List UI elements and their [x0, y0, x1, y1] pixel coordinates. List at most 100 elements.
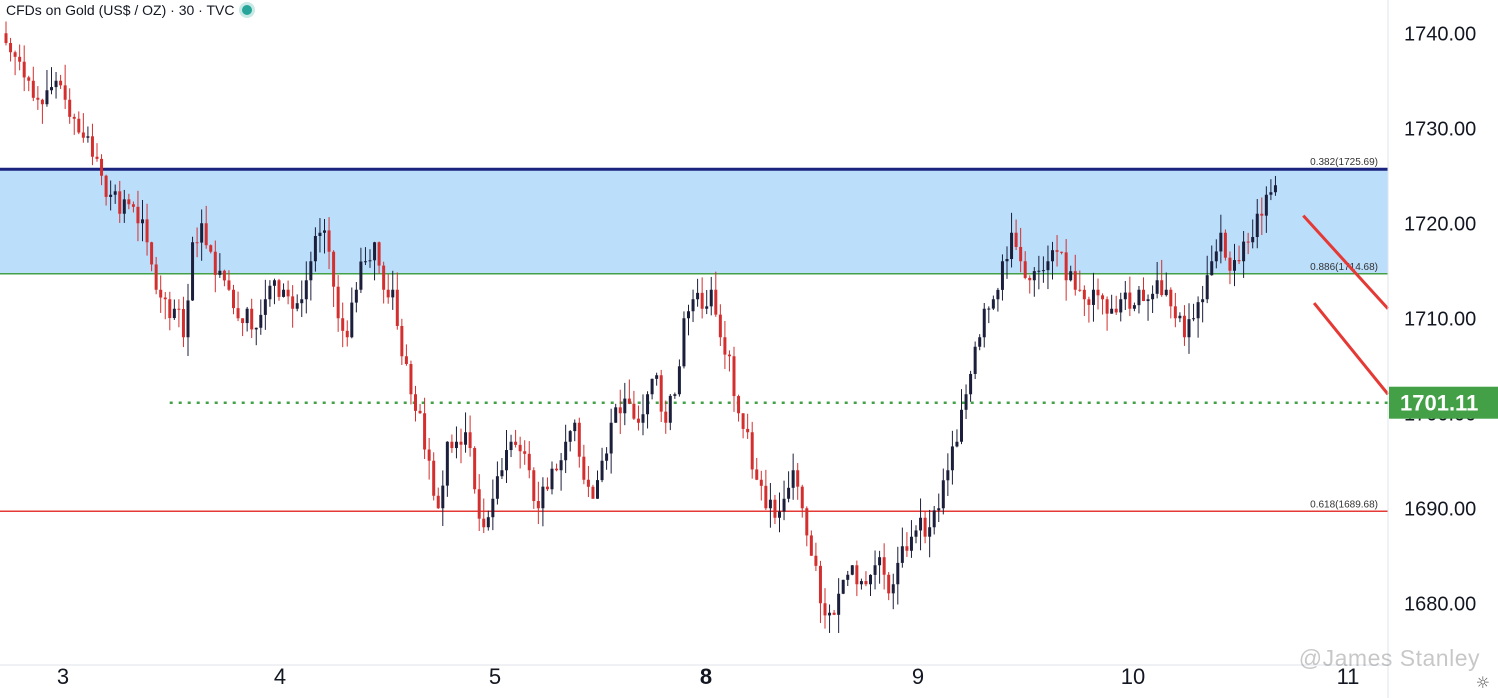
candle-body[interactable] [263, 299, 267, 315]
candle-body[interactable] [159, 289, 163, 298]
candle-body[interactable] [377, 242, 381, 266]
candle-body[interactable] [145, 219, 149, 243]
candle-body[interactable] [1069, 271, 1073, 281]
candle-body[interactable] [345, 330, 349, 338]
candle-body[interactable] [259, 314, 263, 328]
candle-body[interactable] [1210, 261, 1214, 276]
candle-body[interactable] [709, 289, 713, 307]
candle-body[interactable] [268, 285, 272, 300]
candle-body[interactable] [718, 314, 722, 338]
candle-body[interactable] [1060, 251, 1064, 253]
candle-body[interactable] [1114, 308, 1118, 313]
candle-body[interactable] [787, 487, 791, 499]
candle-body[interactable] [814, 555, 818, 566]
candle-body[interactable] [577, 422, 581, 457]
candle-body[interactable] [869, 574, 872, 585]
candle-body[interactable] [1237, 260, 1241, 262]
candle-body[interactable] [409, 364, 413, 395]
candle-body[interactable] [336, 286, 340, 319]
candle-body[interactable] [750, 432, 754, 470]
candle-body[interactable] [996, 289, 1000, 300]
candle-body[interactable] [932, 510, 936, 528]
candle-body[interactable] [491, 498, 495, 518]
candle-body[interactable] [1137, 289, 1141, 306]
candle-body[interactable] [218, 270, 222, 275]
candle-body[interactable] [1187, 319, 1191, 338]
candle-body[interactable] [1242, 241, 1246, 262]
candle-body[interactable] [464, 432, 468, 445]
candle-body[interactable] [1264, 194, 1268, 216]
candle-body[interactable] [1228, 257, 1232, 271]
candle-body[interactable] [1201, 299, 1205, 303]
candle-body[interactable] [77, 118, 81, 133]
candle-body[interactable] [40, 99, 44, 105]
candle-body[interactable] [809, 535, 813, 556]
candle-body[interactable] [181, 309, 185, 338]
candle-body[interactable] [100, 158, 104, 176]
candle-body[interactable] [919, 517, 923, 531]
candle-body[interactable] [1082, 289, 1086, 300]
candle-body[interactable] [323, 230, 326, 233]
candle-body[interactable] [95, 156, 99, 159]
candle-body[interactable] [1182, 315, 1186, 338]
candle-body[interactable] [22, 61, 26, 78]
candle-body[interactable] [4, 33, 8, 44]
candle-body[interactable] [1032, 271, 1036, 281]
candle-body[interactable] [969, 373, 973, 395]
candle-body[interactable] [313, 236, 317, 262]
candle-body[interactable] [782, 498, 786, 512]
candle-body[interactable] [841, 579, 845, 594]
candle-body[interactable] [104, 175, 108, 197]
candle-body[interactable] [627, 398, 631, 404]
candle-body[interactable] [131, 204, 135, 207]
candle-body[interactable] [9, 43, 13, 53]
candle-body[interactable] [1078, 289, 1082, 291]
candle-body[interactable] [564, 441, 568, 461]
candle-body[interactable] [423, 413, 427, 450]
candle-body[interactable] [327, 230, 331, 252]
candle-body[interactable] [432, 460, 436, 496]
candle-body[interactable] [982, 308, 986, 338]
candle-body[interactable] [204, 223, 208, 246]
candle-body[interactable] [873, 565, 877, 575]
candle-body[interactable] [445, 441, 449, 486]
candle-body[interactable] [1110, 308, 1114, 314]
candle-body[interactable] [609, 422, 613, 454]
candle-body[interactable] [277, 280, 281, 297]
candle-body[interactable] [354, 289, 358, 303]
candle-body[interactable] [418, 410, 422, 414]
candle-body[interactable] [545, 486, 549, 490]
candle-body[interactable] [896, 562, 900, 585]
candle-body[interactable] [636, 418, 640, 423]
candle-body[interactable] [1000, 261, 1004, 290]
candle-body[interactable] [764, 485, 768, 509]
candle-body[interactable] [1087, 299, 1091, 305]
candle-body[interactable] [1028, 277, 1032, 281]
candle-body[interactable] [1223, 232, 1227, 258]
candle-body[interactable] [1105, 299, 1109, 314]
candle-body[interactable] [473, 448, 477, 490]
candle-body[interactable] [1010, 232, 1014, 260]
candle-body[interactable] [1128, 292, 1132, 309]
candle-body[interactable] [441, 485, 445, 509]
candle-body[interactable] [737, 396, 741, 414]
candle-body[interactable] [59, 80, 63, 86]
candle-body[interactable] [618, 407, 622, 414]
candle-body[interactable] [855, 565, 859, 585]
candle-body[interactable] [755, 469, 759, 480]
candle-body[interactable] [541, 486, 545, 509]
candle-body[interactable] [141, 219, 144, 224]
candle-body[interactable] [1123, 292, 1127, 300]
candle-body[interactable] [1173, 306, 1177, 319]
candle-body[interactable] [1146, 299, 1150, 302]
candle-body[interactable] [1219, 232, 1223, 252]
candle-body[interactable] [687, 311, 690, 319]
candle-body[interactable] [195, 242, 199, 244]
candle-body[interactable] [900, 546, 904, 563]
candle-body[interactable] [109, 194, 113, 197]
candle-body[interactable] [495, 476, 499, 499]
candle-body[interactable] [486, 517, 490, 528]
candle-body[interactable] [582, 456, 586, 480]
candle-body[interactable] [18, 56, 22, 62]
